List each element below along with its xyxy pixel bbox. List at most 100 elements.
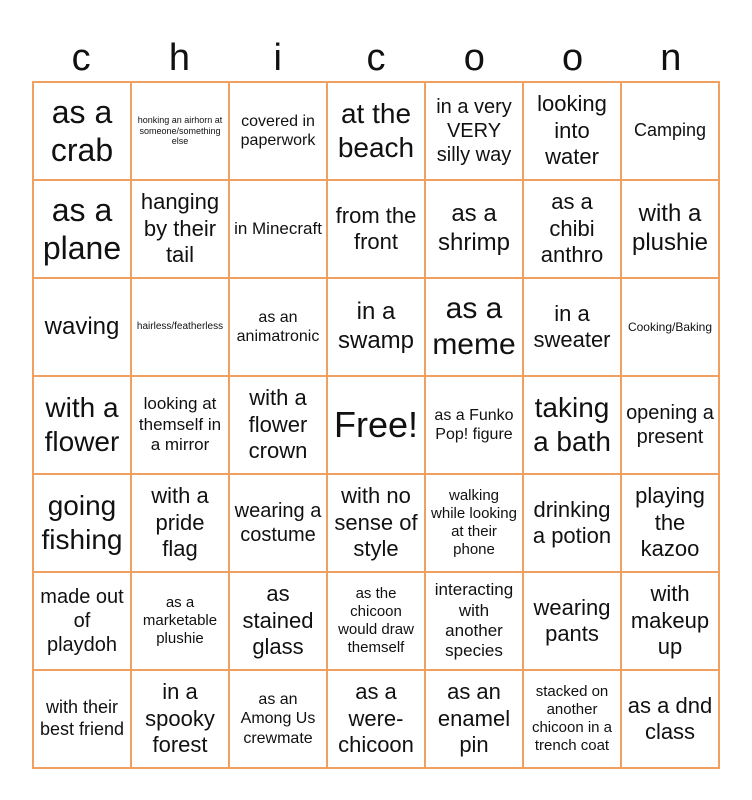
cell-text: waving bbox=[44, 312, 120, 340]
bingo-cell[interactable]: at the beach bbox=[327, 82, 425, 180]
cell-text: as an enamel pin bbox=[437, 679, 511, 758]
bingo-cell[interactable]: as stained glass bbox=[229, 572, 327, 670]
cell-text: Camping bbox=[633, 120, 707, 141]
cell-text: as a dnd class bbox=[627, 692, 713, 744]
bingo-cell[interactable]: stacked on another chicoon in a trench c… bbox=[523, 670, 621, 768]
cell-text: as a plane bbox=[42, 191, 122, 266]
bingo-cell[interactable]: in a very VERY silly way bbox=[425, 82, 523, 180]
bingo-cell[interactable]: opening a present bbox=[621, 376, 719, 474]
bingo-cell[interactable]: taking a bath bbox=[523, 376, 621, 474]
cell-text: as an Among Us crewmate bbox=[240, 691, 316, 747]
bingo-cell[interactable]: as a meme bbox=[425, 278, 523, 376]
bingo-cell[interactable]: with a plushie bbox=[621, 180, 719, 278]
cell-text: with no sense of style bbox=[334, 483, 418, 562]
bingo-cell[interactable]: waving bbox=[33, 278, 131, 376]
cell-text: playing the kazoo bbox=[635, 483, 705, 562]
header-letter: n bbox=[660, 37, 682, 79]
header-letter: h bbox=[168, 37, 190, 79]
bingo-cell[interactable]: with a pride flag bbox=[131, 474, 229, 572]
bingo-cell[interactable]: going fishing bbox=[33, 474, 131, 572]
cell-text: in a spooky forest bbox=[145, 679, 215, 758]
bingo-cell[interactable]: in a swamp bbox=[327, 278, 425, 376]
bingo-cell[interactable]: honking an airhorn at someone/something … bbox=[131, 82, 229, 180]
cell-text: as a Funko Pop! figure bbox=[434, 406, 514, 443]
bingo-cell[interactable]: with their best friend bbox=[33, 670, 131, 768]
bingo-cell[interactable]: Cooking/Baking bbox=[621, 278, 719, 376]
bingo-cell[interactable]: as a Funko Pop! figure bbox=[425, 376, 523, 474]
bingo-cell[interactable]: in a sweater bbox=[523, 278, 621, 376]
cell-text: hanging by their tail bbox=[140, 189, 220, 268]
bingo-cell[interactable]: as a chibi anthro bbox=[523, 180, 621, 278]
cell-text: with a flower crown bbox=[248, 385, 308, 464]
bingo-cell[interactable]: in a spooky forest bbox=[131, 670, 229, 768]
bingo-cell[interactable]: looking at themself in a mirror bbox=[131, 376, 229, 474]
bingo-cell[interactable]: as the chicoon would draw themself bbox=[327, 572, 425, 670]
bingo-cell[interactable]: Camping bbox=[621, 82, 719, 180]
bingo-cell[interactable]: wearing pants bbox=[523, 572, 621, 670]
bingo-cell[interactable]: playing the kazoo bbox=[621, 474, 719, 572]
bingo-cell[interactable]: walking while looking at their phone bbox=[425, 474, 523, 572]
cell-text: as an animatronic bbox=[236, 308, 320, 345]
cell-text: made out of playdoh bbox=[40, 586, 124, 656]
header-letter: i bbox=[273, 37, 282, 79]
cell-text: opening a present bbox=[626, 402, 714, 448]
cell-text: in a swamp bbox=[337, 298, 415, 354]
cell-text: walking while looking at their phone bbox=[431, 487, 517, 558]
cell-text: in Minecraft bbox=[234, 218, 322, 238]
cell-text: in a very VERY silly way bbox=[436, 96, 512, 166]
cell-text: as a chibi anthro bbox=[540, 189, 604, 268]
cell-text: as a meme bbox=[432, 292, 516, 361]
header-letter: o bbox=[561, 37, 584, 79]
cell-text: drinking a potion bbox=[532, 496, 612, 548]
cell-text: as stained glass bbox=[242, 581, 314, 660]
header-letter: c bbox=[366, 37, 386, 79]
bingo-cell[interactable]: as a marketable plushie bbox=[131, 572, 229, 670]
bingo-cell[interactable]: with no sense of style bbox=[327, 474, 425, 572]
header-letter: o bbox=[463, 37, 485, 79]
bingo-cell[interactable]: as a shrimp bbox=[425, 180, 523, 278]
bingo-cell[interactable]: as an Among Us crewmate bbox=[229, 670, 327, 768]
cell-text: hairless/featherless bbox=[136, 321, 224, 332]
bingo-cell[interactable]: hanging by their tail bbox=[131, 180, 229, 278]
cell-text: with a pride flag bbox=[151, 483, 209, 562]
free-space-cell[interactable]: Free! bbox=[327, 376, 425, 474]
bingo-cell[interactable]: wearing a costume bbox=[229, 474, 327, 572]
bingo-cell[interactable]: with a flower crown bbox=[229, 376, 327, 474]
cell-text: Cooking/Baking bbox=[627, 319, 713, 334]
bingo-cell[interactable]: looking into water bbox=[523, 82, 621, 180]
bingo-grid: as a crab honking an airhorn at someone/s… bbox=[32, 81, 720, 769]
cell-text: looking at themself in a mirror bbox=[138, 394, 222, 455]
cell-text: wearing pants bbox=[533, 594, 611, 646]
cell-text: interacting with another species bbox=[434, 580, 514, 661]
cell-text: as a were-chicoon bbox=[338, 679, 414, 758]
header-letter: c bbox=[71, 37, 91, 79]
cell-text: looking into water bbox=[537, 91, 607, 170]
bingo-cell[interactable]: as a were-chicoon bbox=[327, 670, 425, 768]
bingo-cell[interactable]: with a flower bbox=[33, 376, 131, 474]
cell-text: taking a bath bbox=[533, 392, 611, 457]
bingo-cell[interactable]: made out of playdoh bbox=[33, 572, 131, 670]
cell-text: Free! bbox=[333, 404, 419, 446]
bingo-cell[interactable]: as an animatronic bbox=[229, 278, 327, 376]
cell-text: with a flower bbox=[44, 392, 120, 457]
cell-text: honking an airhorn at someone/something … bbox=[137, 114, 223, 147]
cell-text: with their best friend bbox=[39, 697, 125, 739]
bingo-cell[interactable]: in Minecraft bbox=[229, 180, 327, 278]
cell-text: in a sweater bbox=[533, 300, 611, 352]
bingo-cell[interactable]: as a crab bbox=[33, 82, 131, 180]
bingo-cell[interactable]: as a plane bbox=[33, 180, 131, 278]
cell-text: from the front bbox=[335, 202, 417, 254]
bingo-cell[interactable]: with makeup up bbox=[621, 572, 719, 670]
bingo-cell[interactable]: from the front bbox=[327, 180, 425, 278]
cell-text: covered in paperwork bbox=[240, 112, 316, 149]
bingo-cell[interactable]: as a dnd class bbox=[621, 670, 719, 768]
cell-text: stacked on another chicoon in a trench c… bbox=[531, 683, 613, 754]
bingo-cell[interactable]: hairless/featherless bbox=[131, 278, 229, 376]
bingo-cell[interactable]: drinking a potion bbox=[523, 474, 621, 572]
cell-text: with makeup up bbox=[630, 581, 710, 660]
bingo-cell[interactable]: as an enamel pin bbox=[425, 670, 523, 768]
bingo-cell[interactable]: covered in paperwork bbox=[229, 82, 327, 180]
cell-text: going fishing bbox=[41, 490, 123, 555]
bingo-cell[interactable]: interacting with another species bbox=[425, 572, 523, 670]
